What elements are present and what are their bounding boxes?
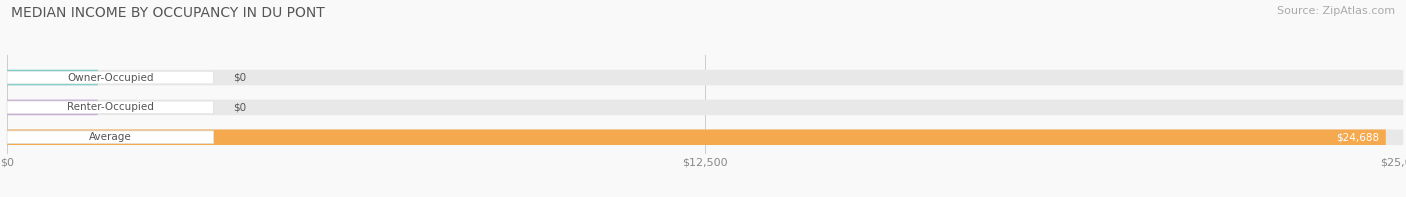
- FancyBboxPatch shape: [7, 129, 1403, 145]
- Text: $0: $0: [233, 72, 246, 83]
- FancyBboxPatch shape: [7, 100, 1403, 115]
- Text: Owner-Occupied: Owner-Occupied: [67, 72, 153, 83]
- FancyBboxPatch shape: [7, 129, 1386, 145]
- Text: Renter-Occupied: Renter-Occupied: [67, 102, 153, 112]
- Text: Source: ZipAtlas.com: Source: ZipAtlas.com: [1277, 6, 1395, 16]
- Text: $24,688: $24,688: [1336, 132, 1379, 142]
- FancyBboxPatch shape: [7, 70, 98, 85]
- FancyBboxPatch shape: [7, 101, 214, 114]
- Text: $0: $0: [233, 102, 246, 112]
- FancyBboxPatch shape: [7, 131, 214, 144]
- FancyBboxPatch shape: [7, 100, 98, 115]
- Text: Average: Average: [89, 132, 132, 142]
- Text: MEDIAN INCOME BY OCCUPANCY IN DU PONT: MEDIAN INCOME BY OCCUPANCY IN DU PONT: [11, 6, 325, 20]
- FancyBboxPatch shape: [7, 71, 214, 84]
- FancyBboxPatch shape: [7, 70, 1403, 85]
